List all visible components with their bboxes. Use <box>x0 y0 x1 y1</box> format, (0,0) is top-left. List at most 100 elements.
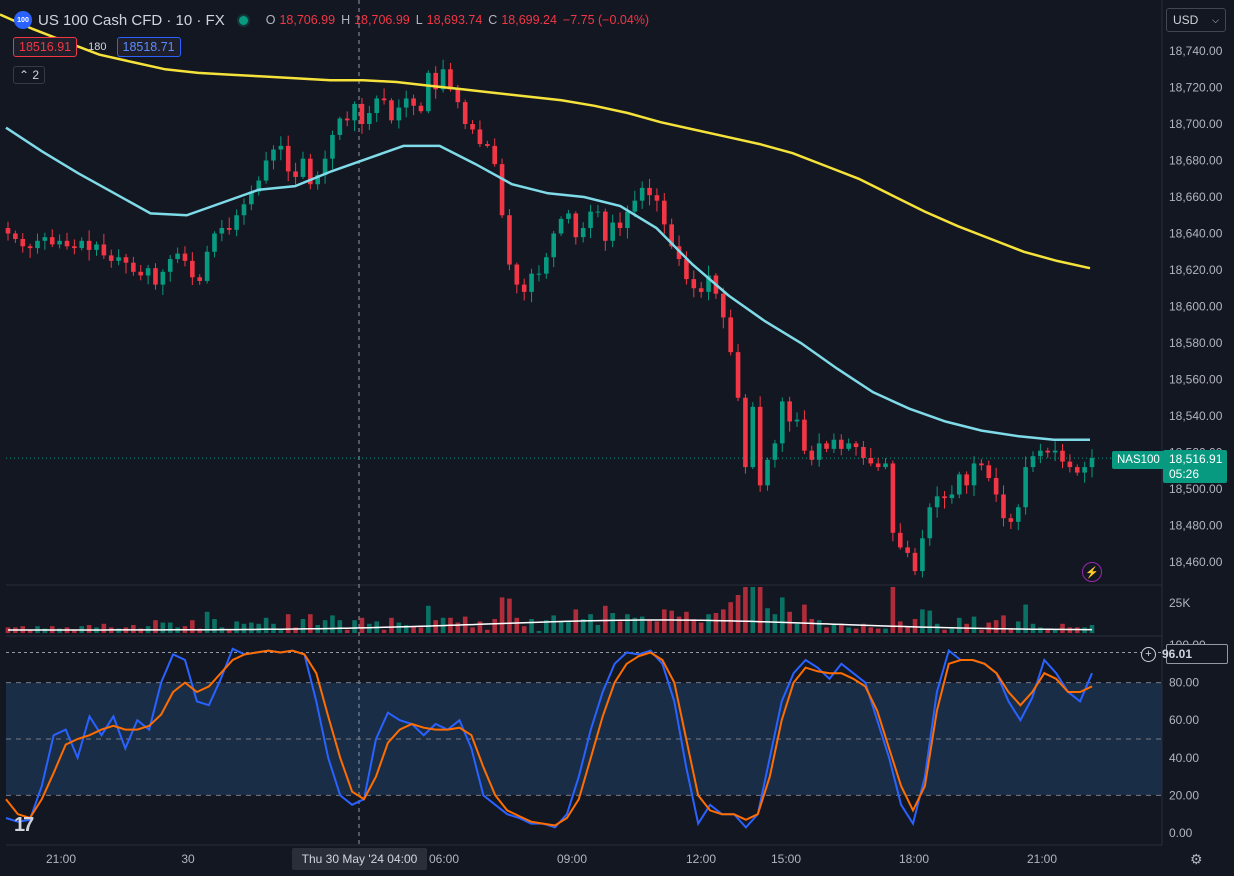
volume-bar <box>669 610 674 633</box>
volume-bar <box>455 622 461 633</box>
stochastic-axis-label: 60.00 <box>1169 713 1199 727</box>
ohlc-close-value: 18,699.24 <box>501 13 557 27</box>
stochastic-axis-label: 0.00 <box>1169 826 1193 840</box>
volume-bar <box>381 629 387 633</box>
volume-bar <box>883 628 888 633</box>
candle-body <box>411 98 416 106</box>
volume-bar <box>861 623 866 633</box>
candle-body <box>160 271 166 285</box>
candle-body <box>802 419 807 451</box>
volume-bar <box>72 629 77 633</box>
stochastic-axis-label: 80.00 <box>1169 676 1199 690</box>
candle-body <box>1008 518 1014 522</box>
market-status-icon <box>238 15 248 25</box>
volume-ma-line <box>8 619 1092 631</box>
candle-body <box>551 233 556 258</box>
symbol-price-label: NAS100 <box>1112 451 1165 469</box>
volume-bar <box>625 614 630 633</box>
volume-bar <box>204 611 210 633</box>
candle-body <box>485 144 490 146</box>
volume-bar <box>418 627 424 633</box>
symbol-title[interactable]: US 100 Cash CFD · 10 · FX <box>38 11 225 29</box>
volume-bar <box>698 622 704 633</box>
buy-button[interactable]: 18518.71 <box>116 37 181 57</box>
volume-bar <box>403 625 409 633</box>
volume-bar <box>897 621 903 633</box>
volume-bar <box>101 623 107 633</box>
volume-bar <box>396 622 402 633</box>
symbol-legend: 100 US 100 Cash CFD · 10 · FX O 18,706.99… <box>14 11 651 29</box>
price-axis-label: 18,680.00 <box>1169 154 1223 168</box>
volume-bar <box>588 614 593 633</box>
volume-bar <box>743 587 748 633</box>
volume-bar <box>757 587 763 633</box>
volume-bar <box>993 620 999 633</box>
volume-bar <box>138 628 144 633</box>
symbol-logo-icon[interactable]: 100 <box>14 11 32 29</box>
candle-body <box>226 228 232 230</box>
volume-bar <box>956 617 962 633</box>
volume-bar <box>809 619 815 633</box>
volume-bar <box>794 623 800 633</box>
candle-body <box>743 397 748 468</box>
bar-countdown: 05:26 <box>1169 467 1200 481</box>
candle-body <box>639 187 645 201</box>
candle-body <box>661 200 667 225</box>
volume-bar <box>603 605 608 633</box>
volume-bar <box>278 628 284 633</box>
sell-button[interactable]: 18516.91 <box>13 37 78 57</box>
volume-bar <box>116 628 121 633</box>
volume-bar <box>905 627 910 633</box>
candle-body <box>308 158 313 185</box>
volume-bar <box>86 625 92 633</box>
ohlc-close-key: C <box>488 13 498 27</box>
candle-body <box>241 204 247 216</box>
trade-buttons: 18516.91 180 18518.71 <box>13 37 181 57</box>
tradingview-logo-icon[interactable]: 17 <box>14 814 34 836</box>
settings-gear-icon[interactable]: ⚙ <box>1190 851 1203 867</box>
indicators-toggle-button[interactable]: ⌃ 2 <box>13 66 46 84</box>
price-axis-label: 18,640.00 <box>1169 227 1223 241</box>
candle-body <box>971 463 977 486</box>
volume-bar <box>971 616 977 633</box>
volume-bar <box>344 629 350 633</box>
candle-body <box>617 222 623 229</box>
volume-bar <box>389 617 394 633</box>
candle-body <box>138 271 144 276</box>
candle-body <box>706 275 711 292</box>
price-axis-label: 18,500.00 <box>1169 482 1223 496</box>
candle-body <box>1060 450 1065 462</box>
volume-bar <box>831 625 837 633</box>
volume-bar <box>610 613 615 633</box>
candle-body <box>625 211 630 229</box>
currency-select[interactable]: USD ⌵ <box>1166 8 1226 32</box>
candle-body <box>779 401 785 444</box>
ohlc-high-value: 18,706.99 <box>354 13 410 27</box>
candle-body <box>263 160 269 181</box>
ohlc-values: O 18,706.99 H 18,706.99 L 18,693.74 C 18,699… <box>266 13 651 27</box>
candle-body <box>529 273 534 292</box>
indicators-count: 2 <box>32 68 40 82</box>
candle-body <box>868 457 874 464</box>
candle-body <box>558 218 564 234</box>
candle-body <box>256 180 262 192</box>
volume-bar <box>713 613 719 633</box>
candle-body <box>315 175 321 185</box>
candle-body <box>278 145 284 150</box>
lightning-icon[interactable]: ⚡ <box>1082 562 1102 582</box>
volume-bar <box>359 617 365 633</box>
volume-bar <box>912 619 918 633</box>
volume-bar <box>131 625 136 633</box>
add-plus-icon[interactable]: + <box>1141 646 1156 662</box>
candle-body <box>1030 456 1036 468</box>
stochastic-axis-label: 20.00 <box>1169 788 1199 802</box>
candle-body <box>603 211 608 241</box>
volume-bar <box>816 620 822 633</box>
candle-body <box>108 255 114 261</box>
candle-body <box>190 260 195 278</box>
ohlc-low-key: L <box>415 13 423 27</box>
candle-body <box>470 124 475 130</box>
candle-body <box>544 257 549 274</box>
candle-body <box>720 293 726 318</box>
